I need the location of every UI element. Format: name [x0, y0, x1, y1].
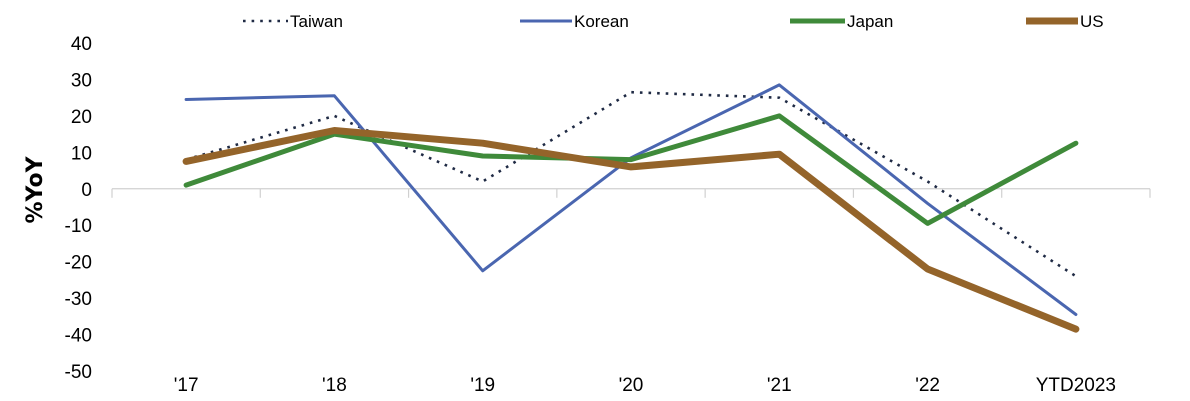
y-axis-label: %YoY	[23, 155, 48, 223]
plot-area	[182, 83, 1080, 333]
y-tick-label: -40	[65, 326, 92, 347]
legend-label-taiwan: Taiwan	[290, 12, 343, 31]
x-tick-label: '19	[470, 375, 495, 396]
y-axis: 40 30 20 10 0 -10 -20 -30 -40 -50	[65, 34, 92, 383]
y-tick-label: 30	[71, 70, 92, 91]
x-tick-label: '20	[619, 375, 644, 396]
series-line-taiwan	[185, 90, 1077, 278]
y-tick-label: -50	[65, 362, 92, 383]
x-tick-label: '18	[322, 375, 347, 396]
x-tick-label: '22	[915, 375, 940, 396]
x-axis: '17 '18 '19 '20 '21 '22 YTD2023	[111, 188, 1151, 396]
y-tick-label: 20	[71, 107, 92, 128]
y-tick-label: -10	[65, 216, 92, 237]
y-tick-label: 0	[81, 180, 92, 201]
x-tick-label: '17	[174, 375, 199, 396]
y-tick-label: -30	[65, 289, 92, 310]
y-tick-label: 10	[71, 143, 92, 164]
series-line-us	[182, 127, 1080, 333]
y-tick-label: -20	[65, 253, 92, 274]
legend-label-us: US	[1080, 12, 1104, 31]
x-tick-label: '21	[767, 375, 792, 396]
x-tick-label: YTD2023	[1036, 375, 1116, 396]
y-tick-label: 40	[71, 34, 92, 55]
legend-label-korean: Korean	[574, 12, 629, 31]
series-line-japan	[183, 113, 1079, 226]
legend: Taiwan Korean Japan US	[243, 12, 1104, 31]
legend-label-japan: Japan	[847, 12, 893, 31]
